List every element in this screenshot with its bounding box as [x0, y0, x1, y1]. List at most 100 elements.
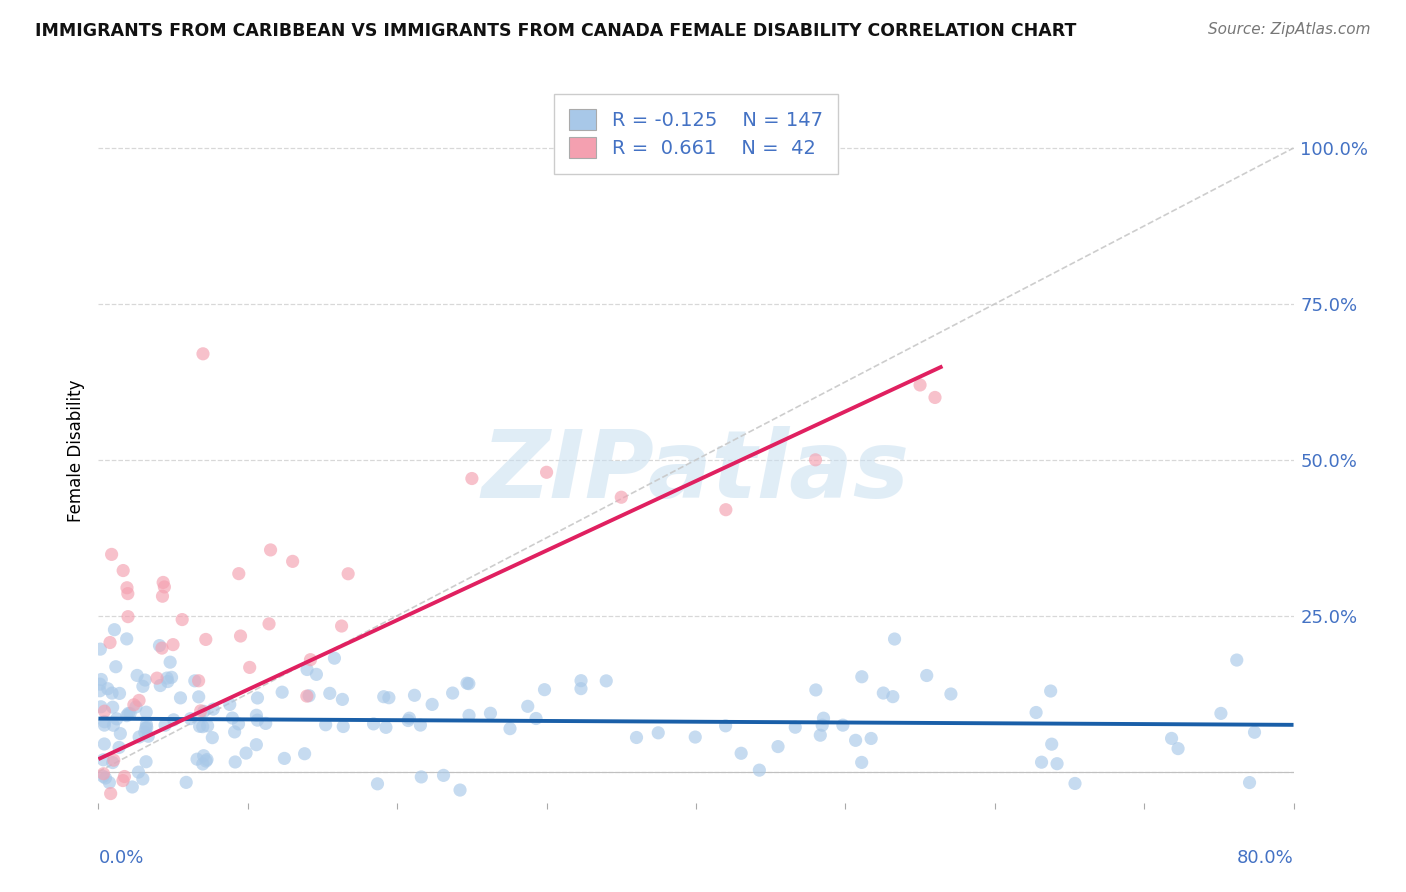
Point: [882, 690, 904, 704]
Point: [91, 769, 114, 783]
Point: [375, 720, 398, 734]
Point: [191, 756, 214, 771]
Point: [112, 564, 135, 578]
Text: 0.0%: 0.0%: [98, 848, 143, 867]
Point: [132, 772, 155, 786]
Point: [420, 698, 443, 712]
Point: [187, 673, 209, 688]
Legend: R = -0.125    N = 147, R =  0.661    N =  42: R = -0.125 N = 147, R = 0.661 N = 42: [554, 94, 838, 174]
Point: [191, 347, 214, 361]
Point: [323, 651, 346, 665]
Point: [104, 659, 127, 673]
Point: [100, 548, 122, 562]
Point: [228, 717, 250, 731]
Point: [156, 671, 179, 685]
Point: [228, 566, 250, 581]
Text: Source: ZipAtlas.com: Source: ZipAtlas.com: [1208, 22, 1371, 37]
Point: [195, 754, 218, 768]
Point: [295, 663, 318, 677]
Point: [194, 632, 217, 647]
Point: [224, 725, 246, 739]
Point: [160, 670, 183, 684]
Text: IMMIGRANTS FROM CARIBBEAN VS IMMIGRANTS FROM CANADA FEMALE DISABILITY CORRELATIO: IMMIGRANTS FROM CARIBBEAN VS IMMIGRANTS …: [35, 22, 1077, 40]
Point: [257, 616, 280, 631]
Text: ZIPatlas: ZIPatlas: [482, 425, 910, 517]
Point: [128, 693, 150, 707]
Point: [179, 712, 201, 726]
Point: [108, 740, 131, 755]
Point: [93, 714, 115, 729]
Point: [860, 731, 883, 746]
Text: 80.0%: 80.0%: [1237, 848, 1294, 867]
Point: [93, 737, 115, 751]
Point: [121, 780, 143, 794]
Point: [337, 566, 360, 581]
Point: [939, 687, 962, 701]
Point: [683, 730, 706, 744]
Point: [524, 711, 547, 725]
Point: [1039, 684, 1062, 698]
Point: [135, 721, 157, 735]
Point: [159, 655, 181, 669]
Point: [110, 726, 132, 740]
Point: [1025, 706, 1047, 720]
Point: [93, 704, 115, 718]
Point: [332, 719, 354, 733]
Point: [915, 668, 938, 682]
Point: [89, 677, 111, 691]
Point: [363, 717, 385, 731]
Point: [315, 718, 337, 732]
Point: [396, 714, 419, 728]
Point: [271, 685, 294, 699]
Point: [647, 726, 669, 740]
Point: [294, 747, 316, 761]
Point: [117, 706, 139, 721]
Point: [1046, 756, 1069, 771]
Point: [152, 589, 174, 603]
Point: [458, 708, 481, 723]
Point: [114, 770, 136, 784]
Point: [1064, 776, 1087, 790]
Point: [115, 708, 138, 723]
Point: [195, 753, 218, 767]
Point: [804, 452, 827, 467]
Point: [273, 751, 295, 765]
Point: [193, 748, 215, 763]
Point: [93, 718, 115, 732]
Point: [610, 490, 633, 504]
Point: [152, 575, 174, 590]
Point: [91, 753, 114, 767]
Point: [162, 638, 184, 652]
Point: [808, 728, 831, 742]
Point: [813, 711, 835, 725]
Point: [97, 681, 120, 696]
Point: [373, 690, 395, 704]
Point: [714, 719, 737, 733]
Point: [100, 787, 122, 801]
Point: [98, 775, 121, 789]
Point: [1160, 731, 1182, 746]
Point: [149, 679, 172, 693]
Point: [785, 720, 807, 734]
Point: [103, 718, 125, 732]
Point: [246, 713, 269, 727]
Point: [305, 667, 328, 681]
Point: [184, 673, 207, 688]
Point: [883, 632, 905, 646]
Point: [201, 731, 224, 745]
Point: [135, 705, 157, 719]
Point: [766, 739, 789, 754]
Point: [94, 771, 117, 785]
Point: [409, 718, 432, 732]
Point: [221, 711, 243, 725]
Point: [851, 756, 873, 770]
Point: [516, 699, 538, 714]
Point: [457, 676, 479, 690]
Y-axis label: Female Disability: Female Disability: [66, 379, 84, 522]
Point: [115, 581, 138, 595]
Point: [851, 670, 873, 684]
Point: [319, 686, 342, 700]
Point: [332, 692, 354, 706]
Point: [218, 698, 240, 712]
Point: [908, 378, 931, 392]
